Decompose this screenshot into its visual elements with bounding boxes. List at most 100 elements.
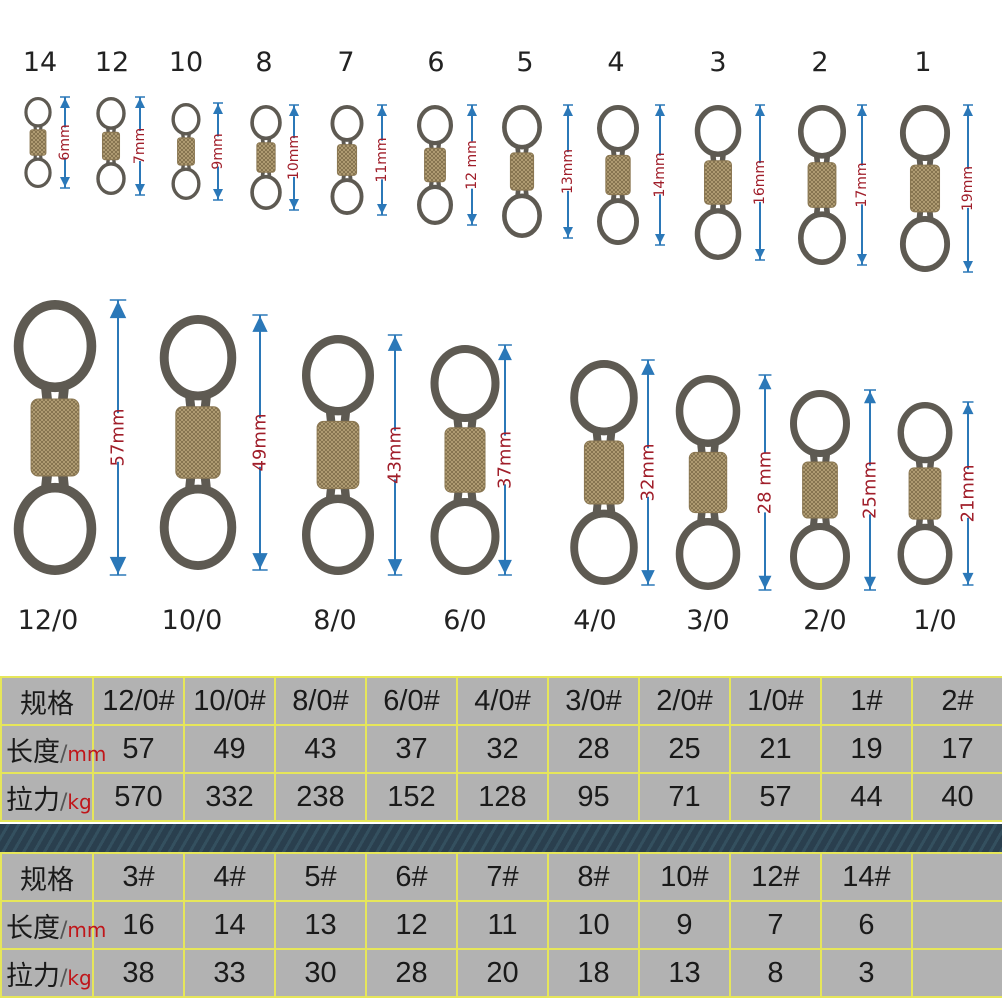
table-row-strength: 拉力/kg 570 332 238 152 128 95 71 57 44 40 bbox=[0, 772, 1002, 822]
size-label: 1/0 bbox=[913, 605, 957, 636]
length-measure: 43mm bbox=[385, 426, 406, 484]
table-cell: 12# bbox=[729, 852, 822, 902]
swivel-2-0 bbox=[790, 390, 850, 590]
table-cell: 12 bbox=[365, 900, 458, 950]
table-cell: 57 bbox=[729, 772, 822, 822]
table-cell: 6 bbox=[820, 900, 913, 950]
table-cell: 14# bbox=[820, 852, 913, 902]
size-label: 8 bbox=[255, 47, 273, 78]
table-cell: 152 bbox=[365, 772, 458, 822]
spec-table-part2: 规格 3# 4# 5# 6# 7# 8# 10# 12# 14# 长度/mm 16 14 13 12 11 10… bbox=[0, 852, 1002, 998]
table-cell: 44 bbox=[820, 772, 913, 822]
length-header: 长度/mm bbox=[0, 900, 106, 950]
swivel-4 bbox=[597, 104, 640, 246]
swivel-3-0 bbox=[675, 375, 741, 590]
length-measure: 11mm bbox=[374, 137, 390, 182]
swivel-4-0 bbox=[570, 360, 638, 585]
table-cell bbox=[911, 948, 1002, 998]
table-row-strength: 拉力/kg 38 33 30 28 20 18 13 8 3 bbox=[0, 948, 1002, 998]
table-cell: 4# bbox=[183, 852, 276, 902]
dimension-arrow: 49mm bbox=[247, 314, 273, 571]
size-label: 4 bbox=[607, 47, 625, 78]
table-divider-band bbox=[0, 824, 1002, 852]
length-measure: 17mm bbox=[854, 162, 870, 207]
table-cell: 3/0# bbox=[547, 676, 640, 726]
table-cell: 16 bbox=[92, 900, 185, 950]
size-label: 6/0 bbox=[443, 605, 487, 636]
dimension-arrow: 12 mm bbox=[462, 104, 482, 226]
table-cell: 10/0# bbox=[183, 676, 276, 726]
dimension-arrow: 25mm bbox=[857, 389, 883, 591]
swivel-7 bbox=[330, 105, 364, 215]
table-cell: 7 bbox=[729, 900, 822, 950]
table-cell: 37 bbox=[365, 724, 458, 774]
table-cell: 2/0# bbox=[638, 676, 731, 726]
table-cell: 49 bbox=[183, 724, 276, 774]
length-measure: 57mm bbox=[108, 409, 129, 467]
spec-table-part1: 规格 12/0# 10/0# 8/0# 6/0# 4/0# 3/0# 2/0# 1/0# 1# 2#… bbox=[0, 676, 1002, 822]
dimension-arrow: 13mm bbox=[558, 104, 578, 239]
unit-label: kg bbox=[67, 965, 92, 990]
length-measure: 10mm bbox=[286, 135, 302, 180]
length-measure: 9mm bbox=[210, 133, 226, 169]
unit-label: kg bbox=[67, 789, 92, 814]
size-label: 4/0 bbox=[573, 605, 617, 636]
dimension-arrow: 37mm bbox=[492, 344, 518, 576]
table-cell: 19 bbox=[820, 724, 913, 774]
size-label: 2/0 bbox=[803, 605, 847, 636]
swivel-8 bbox=[250, 105, 282, 211]
dimension-arrow: 14mm bbox=[650, 104, 670, 246]
table-cell: 18 bbox=[547, 948, 640, 998]
table-cell: 11 bbox=[456, 900, 549, 950]
dimension-arrow: 11mm bbox=[372, 104, 392, 216]
swivel-2 bbox=[797, 105, 846, 265]
swivel-6 bbox=[417, 104, 454, 225]
swivel-3 bbox=[694, 104, 742, 261]
size-label: 5 bbox=[516, 47, 534, 78]
dimension-arrow: 28 mm bbox=[752, 374, 778, 591]
table-cell: 332 bbox=[183, 772, 276, 822]
dimension-arrow: 32mm bbox=[635, 359, 661, 586]
table-row-length: 长度/mm 57 49 43 37 32 28 25 21 19 17 bbox=[0, 724, 1002, 774]
size-label: 6 bbox=[427, 47, 445, 78]
table-cell: 95 bbox=[547, 772, 640, 822]
length-measure: 6mm bbox=[57, 124, 73, 160]
size-label: 3/0 bbox=[686, 605, 730, 636]
size-label: 10 bbox=[168, 47, 204, 78]
dimension-arrow: 6mm bbox=[55, 96, 75, 189]
size-label: 7 bbox=[337, 47, 355, 78]
table-cell: 28 bbox=[365, 948, 458, 998]
table-cell: 43 bbox=[274, 724, 367, 774]
table-cell: 71 bbox=[638, 772, 731, 822]
table-cell: 33 bbox=[183, 948, 276, 998]
table-cell: 28 bbox=[547, 724, 640, 774]
table-cell: 5# bbox=[274, 852, 367, 902]
swivel-8-0 bbox=[302, 335, 375, 575]
table-cell: 3 bbox=[820, 948, 913, 998]
swivel-10 bbox=[171, 102, 201, 200]
size-label: 12 bbox=[94, 47, 130, 78]
table-cell: 4/0# bbox=[456, 676, 549, 726]
row-label: 规格 bbox=[20, 864, 74, 896]
size-label: 1 bbox=[914, 47, 932, 78]
table-cell: 30 bbox=[274, 948, 367, 998]
size-label: 10/0 bbox=[161, 605, 223, 636]
swivel-6-0 bbox=[430, 344, 500, 575]
dimension-arrow: 9mm bbox=[208, 102, 228, 201]
table-cell: 38 bbox=[92, 948, 185, 998]
length-measure: 49mm bbox=[250, 414, 271, 472]
table-cell: 570 bbox=[92, 772, 185, 822]
table-cell: 3# bbox=[92, 852, 185, 902]
table-cell: 238 bbox=[274, 772, 367, 822]
table-cell: 2# bbox=[911, 676, 1002, 726]
row-label: 规格 bbox=[20, 688, 74, 720]
table-cell bbox=[911, 900, 1002, 950]
unit-label: mm bbox=[67, 741, 107, 766]
row-label: 长度 bbox=[6, 912, 60, 944]
strength-header: 拉力/kg bbox=[0, 772, 94, 822]
length-measure: 37mm bbox=[495, 431, 516, 489]
length-measure: 32mm bbox=[638, 444, 659, 502]
dimension-arrow: 16mm bbox=[750, 104, 770, 261]
strength-header: 拉力/kg bbox=[0, 948, 94, 998]
dimension-arrow: 57mm bbox=[105, 299, 131, 576]
